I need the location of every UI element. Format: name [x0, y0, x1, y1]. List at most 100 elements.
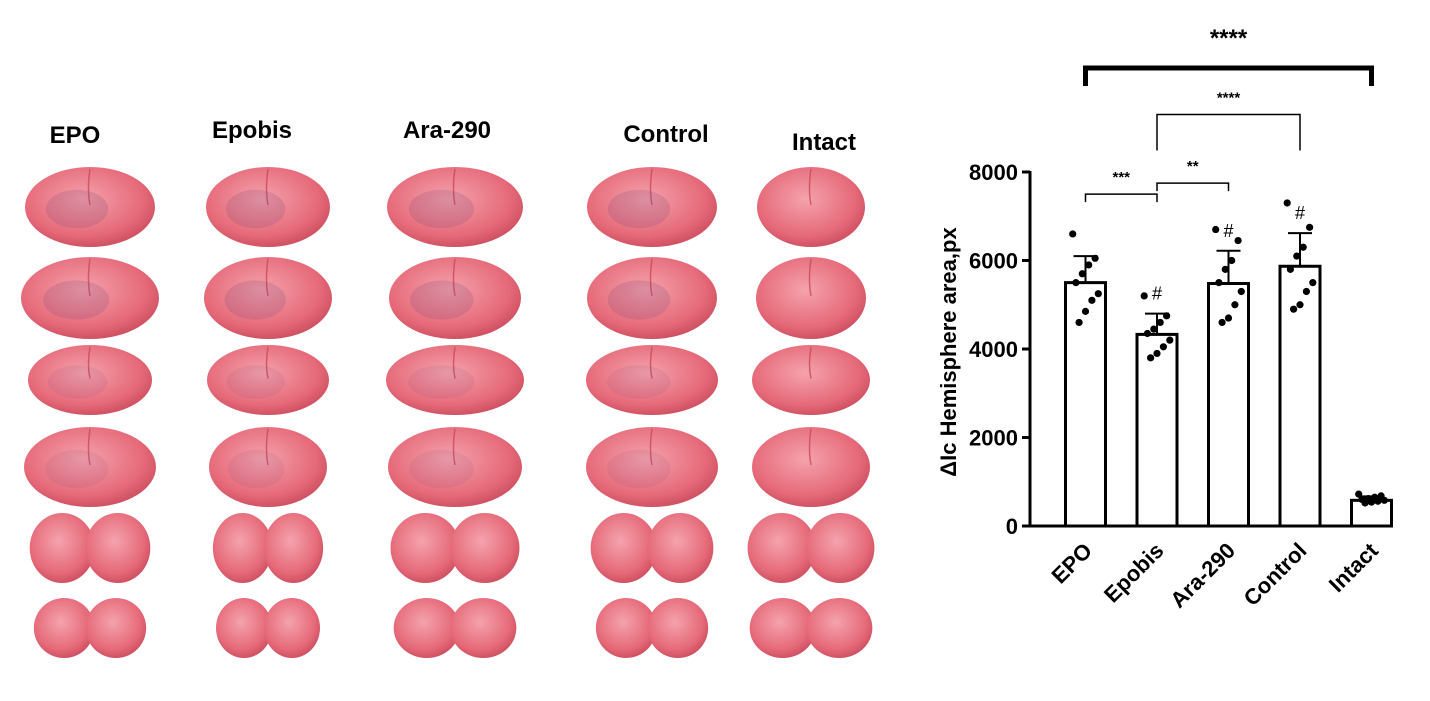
data-point	[1078, 270, 1086, 278]
data-point	[1302, 287, 1310, 296]
bar-epobis	[1135, 332, 1179, 528]
x-tick-label-epobis: Epobis	[1099, 538, 1169, 608]
hash-markers: # # #	[1152, 203, 1305, 304]
brain-slice	[390, 513, 520, 583]
data-point	[1075, 318, 1083, 327]
brain-slice	[757, 167, 865, 247]
data-point	[1156, 318, 1164, 327]
significance-label: ****	[1210, 25, 1248, 52]
data-point	[1085, 261, 1093, 269]
y-tick-label: 8000	[969, 160, 1018, 185]
column-label-intact: Intact	[792, 129, 856, 156]
significance-bracket: ****	[1156, 89, 1301, 151]
data-point	[1228, 256, 1236, 265]
bar-control	[1278, 264, 1322, 528]
y-tick-label: 6000	[969, 249, 1018, 274]
bar-chart: **** **** *** ** ΔIc Hemisphere area,px 0 20…	[900, 0, 1430, 696]
data-point	[1147, 354, 1155, 362]
brain-slice	[749, 598, 873, 658]
significance-brackets: *************	[1083, 25, 1374, 203]
brain-slice	[33, 598, 147, 658]
brain-slices-panel: EPO Epobis Ara-290 Control Intact	[21, 117, 875, 658]
brain-slice	[207, 345, 329, 415]
data-point	[1234, 236, 1242, 245]
data-point	[1153, 349, 1161, 358]
x-tick-label-intact: Intact	[1324, 537, 1384, 597]
data-point	[1283, 199, 1291, 207]
brain-slice	[24, 427, 156, 507]
data-point	[1081, 307, 1090, 315]
data-point	[1293, 252, 1301, 260]
bar-epo	[1064, 281, 1107, 528]
column-label-ara-290: Ara-290	[403, 117, 491, 144]
data-point	[1072, 279, 1080, 287]
brain-slice	[21, 257, 159, 339]
data-point	[1286, 265, 1294, 273]
brain-slice	[387, 167, 523, 247]
brain-slice	[586, 345, 718, 415]
data-point	[1069, 230, 1077, 238]
brain-slice	[595, 598, 709, 658]
data-point	[1166, 336, 1174, 344]
bar-chart-svg: ************* ΔIc Hemisphere area,px 020…	[936, 25, 1393, 613]
brain-slice	[212, 513, 324, 583]
brain-slice	[29, 513, 151, 583]
data-points	[1069, 199, 1388, 507]
data-point	[1163, 312, 1171, 320]
brain-slice	[587, 257, 717, 339]
data-point	[1367, 498, 1376, 506]
data-point	[1143, 329, 1151, 338]
y-axis-label: ΔIc Hemisphere area,px	[936, 227, 961, 477]
data-point	[1215, 279, 1223, 287]
data-point	[1150, 325, 1158, 333]
data-point	[1231, 301, 1239, 309]
data-point	[1290, 305, 1298, 313]
brain-slice	[393, 598, 517, 658]
significance-bracket: ****	[1083, 25, 1374, 87]
significance-label: **	[1187, 158, 1199, 175]
x-tick-label-ara-290: Ara-290	[1165, 538, 1240, 613]
data-point	[1218, 318, 1226, 327]
data-point	[1159, 343, 1167, 351]
significance-bracket: **	[1156, 158, 1230, 192]
data-point	[1361, 499, 1369, 507]
x-tick-label-control: Control	[1239, 538, 1312, 611]
brain-slice	[204, 257, 332, 339]
data-point	[1224, 314, 1233, 322]
significance-label: ****	[1217, 89, 1241, 106]
brain-slice	[752, 427, 870, 507]
data-point	[1094, 290, 1102, 298]
brain-slice	[386, 345, 524, 415]
data-point	[1355, 490, 1363, 498]
brain-slice	[747, 513, 875, 583]
y-tick-label: 2000	[969, 426, 1018, 451]
brain-slice	[206, 167, 330, 247]
column-label-epobis: Epobis	[212, 117, 292, 144]
brain-slice	[216, 598, 320, 658]
axes: ΔIc Hemisphere area,px 0 2000 4000 6000 8000	[936, 160, 1368, 539]
brain-slice	[389, 257, 521, 339]
data-point	[1212, 225, 1220, 234]
data-point	[1380, 496, 1388, 504]
data-point	[1299, 243, 1307, 251]
hash-marker: #	[1223, 221, 1233, 241]
significance-label: ***	[1112, 169, 1130, 186]
column-label-control: Control	[623, 121, 708, 148]
brain-slice	[25, 167, 155, 247]
brain-slice	[586, 427, 718, 507]
data-point	[1221, 265, 1229, 273]
error-bar-ara-290	[1216, 249, 1241, 284]
hash-marker: #	[1295, 203, 1305, 223]
data-point	[1237, 287, 1245, 296]
data-point	[1306, 223, 1314, 231]
brain-slice	[28, 345, 152, 415]
hash-marker: #	[1152, 284, 1162, 304]
y-tick-label: 4000	[969, 337, 1018, 362]
column-label-epo: EPO	[50, 122, 101, 149]
error-bar-control	[1288, 232, 1312, 267]
data-point	[1140, 292, 1148, 300]
brain-slice	[756, 257, 866, 339]
brain-slice	[209, 427, 327, 507]
x-tick-label-epo: EPO	[1046, 538, 1097, 589]
